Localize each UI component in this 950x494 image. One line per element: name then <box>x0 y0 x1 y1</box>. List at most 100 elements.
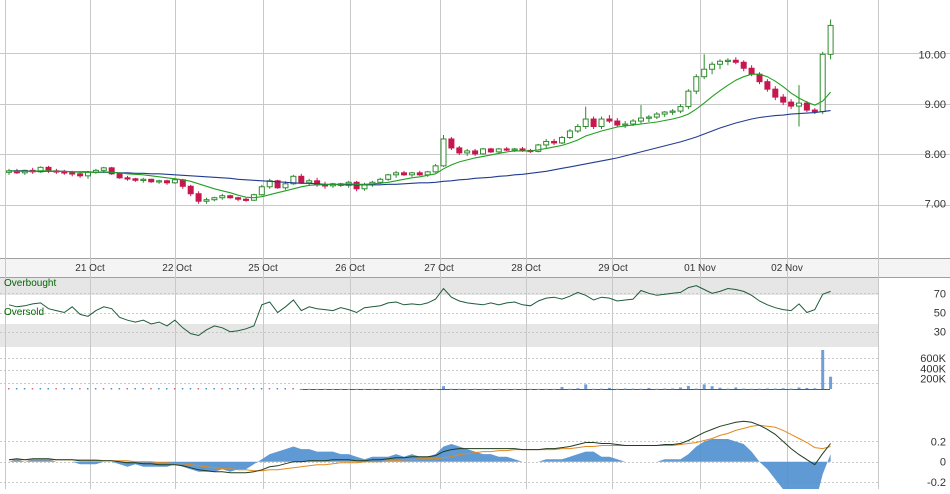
volume-bar <box>221 388 223 390</box>
candle-up <box>638 117 644 122</box>
volume-bar <box>615 388 619 390</box>
candle-up <box>677 106 684 112</box>
axis-tick-label: 9.00 <box>925 99 946 111</box>
volume-bar <box>134 388 136 390</box>
axis-tick-label: 50 <box>934 308 946 320</box>
candle-up <box>306 180 313 184</box>
candle-down <box>243 198 249 201</box>
axis-tick-label: 7.00 <box>925 199 946 211</box>
axis-tick-label: 400K <box>920 364 946 376</box>
volume-bar <box>607 387 611 389</box>
volume-bar <box>442 386 445 389</box>
candle-up <box>258 186 265 196</box>
rsi-line <box>8 285 831 337</box>
candle-down <box>124 177 131 180</box>
volume-bar <box>686 385 690 389</box>
volume-bar <box>363 388 366 390</box>
volume-bar <box>205 388 207 390</box>
volume-bar <box>315 388 319 390</box>
candle-down <box>780 96 787 103</box>
axis-tick-label: 30 <box>934 327 946 339</box>
volume-bar <box>189 388 192 390</box>
date-tick-label: 27 Oct <box>424 263 454 274</box>
volume-bar <box>576 388 580 390</box>
volume-bar <box>568 388 572 390</box>
volume-bar <box>299 388 303 390</box>
axis-tick-label: 0.2 <box>931 437 946 449</box>
volume-bar <box>781 388 785 390</box>
candle-up <box>203 199 210 202</box>
volume-bar <box>655 388 659 390</box>
candle-up <box>693 76 700 92</box>
candle-up <box>480 148 486 155</box>
candle-down <box>416 172 423 176</box>
volume-bar <box>284 388 286 390</box>
volume-bar <box>245 388 247 390</box>
candle-up <box>598 118 605 128</box>
axis-tick-label: 10.00 <box>918 49 946 61</box>
volume-bar <box>173 388 176 390</box>
volume-bar <box>426 388 430 390</box>
candle-down <box>803 102 810 111</box>
date-tick-label: 01 Nov <box>684 263 716 274</box>
volume-bar <box>631 388 635 390</box>
volume-bar <box>449 388 453 390</box>
long-moving-average-line <box>9 110 831 186</box>
volume-bar <box>726 388 730 390</box>
volume-bar <box>126 388 128 390</box>
volume-bar <box>394 388 398 390</box>
date-tick-label: 21 Oct <box>75 263 105 274</box>
candle-down <box>764 81 771 90</box>
candle-up <box>432 165 439 173</box>
candle-up <box>622 123 629 126</box>
volume-bar <box>150 388 152 390</box>
volume-bar <box>758 388 761 390</box>
volume-bar <box>237 388 239 390</box>
date-tick-label: 02 Nov <box>771 263 803 274</box>
candle-down <box>69 172 76 175</box>
volume-bar <box>323 388 327 390</box>
volume-bar <box>671 388 675 390</box>
candle-down <box>353 181 360 190</box>
volume-bar <box>71 388 73 390</box>
volume-bar <box>87 388 89 390</box>
volume-bar <box>339 388 343 390</box>
volume-bar <box>623 388 627 390</box>
volume-bar <box>536 388 540 390</box>
candle-up <box>717 60 723 65</box>
volume-bar <box>166 388 168 390</box>
volume-bar <box>789 388 793 390</box>
volume-bar <box>505 388 509 390</box>
candle-up <box>211 197 218 201</box>
candle-down <box>195 193 202 202</box>
candle-down <box>472 150 479 155</box>
candle-down <box>740 61 747 69</box>
candle-down <box>456 147 463 154</box>
volume-bar <box>773 388 777 390</box>
date-axis: 21 Oct 22 Oct 25 Oct 26 Oct 27 Oct 28 Oct 29 O… <box>75 263 803 274</box>
volume-bar <box>8 388 10 390</box>
candle-up <box>645 116 652 119</box>
volume-bar <box>229 388 231 390</box>
volume-bar <box>742 388 746 390</box>
candle-down <box>187 185 194 195</box>
volume-bar <box>23 388 26 390</box>
volume-bar <box>158 388 160 390</box>
macd-panel <box>8 420 831 494</box>
date-tick-label: 22 Oct <box>162 263 192 274</box>
volume-bar <box>544 388 548 390</box>
volume-bar <box>79 388 81 390</box>
candle-down <box>732 59 739 63</box>
candle-down <box>401 172 407 176</box>
volume-bar <box>252 388 255 390</box>
candle-up <box>701 68 708 78</box>
volume-bar <box>457 388 461 390</box>
volume-bar <box>15 388 18 390</box>
price-panel <box>6 19 834 204</box>
volume-bar <box>213 388 215 390</box>
candle-down <box>503 148 510 151</box>
volume-bar <box>418 388 422 390</box>
